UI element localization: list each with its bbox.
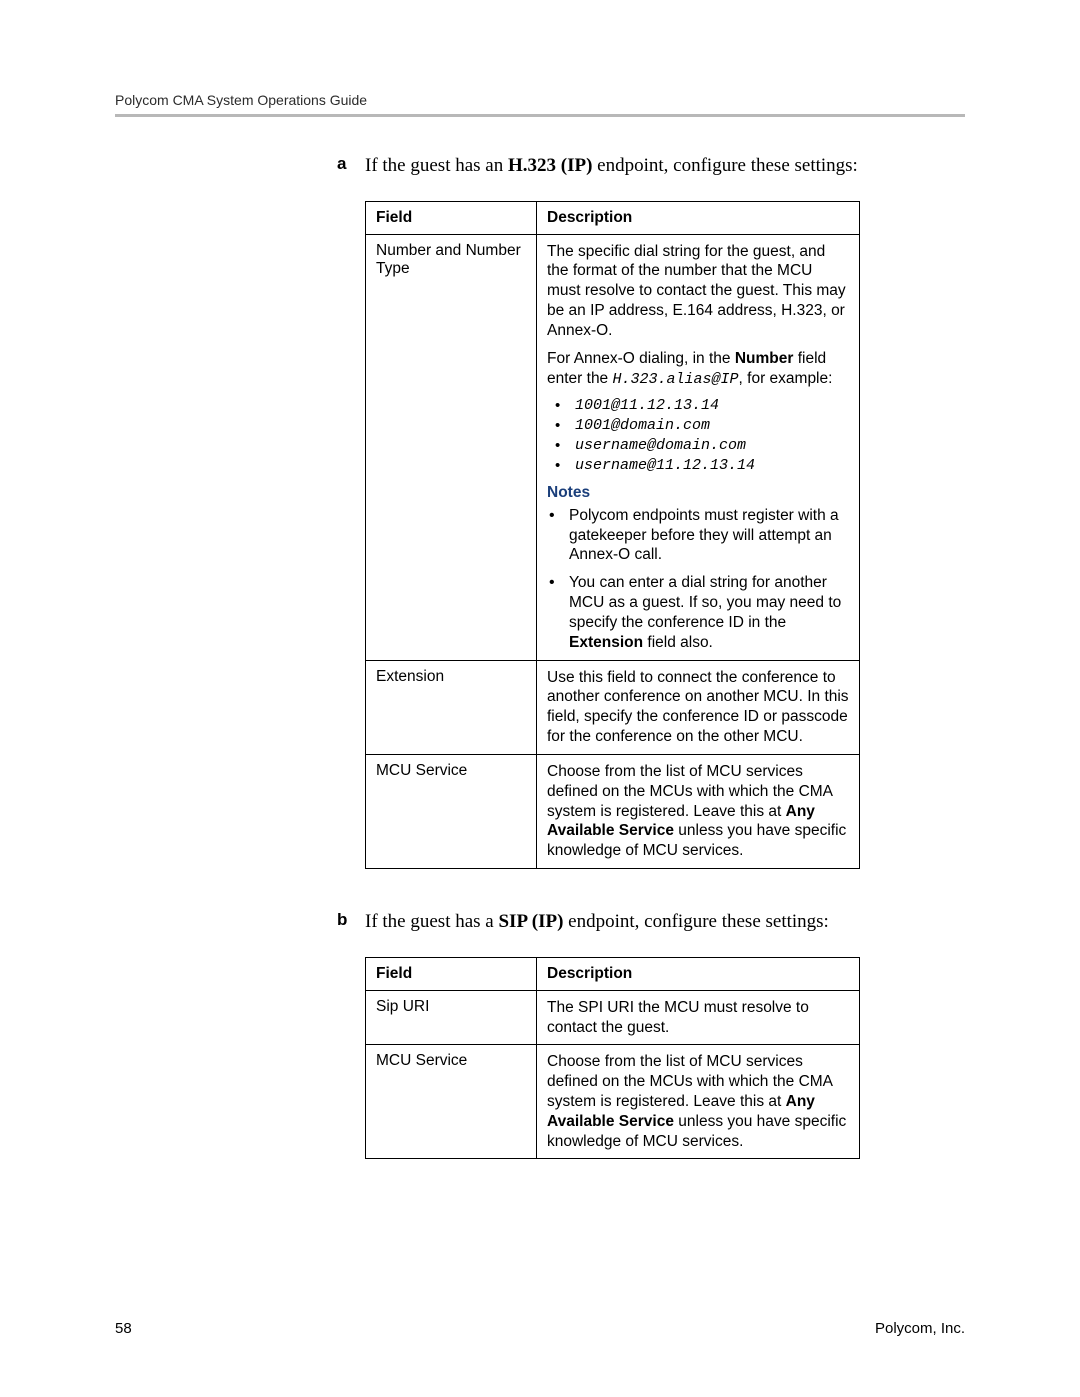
field-cell: Extension [366,660,537,754]
note-pre: You can enter a dial string for another … [569,574,841,631]
table-sip: Field Description Sip URI The SPI URI th… [365,957,860,1160]
col-description: Description [537,957,860,990]
field-cell: Number and Number Type [366,234,537,660]
step-text-suffix: endpoint, configure these settings: [592,155,857,176]
example-item: username@domain.com [547,437,849,454]
note-bold: Extension [569,634,643,651]
page-number: 58 [115,1320,132,1337]
company-name: Polycom, Inc. [875,1320,965,1337]
table-row: MCU Service Choose from the list of MCU … [366,1045,860,1159]
table-row: Number and Number Type The specific dial… [366,234,860,660]
p2-pre: For Annex-O dialing, in the [547,350,735,367]
desc-p1: The SPI URI the MCU must resolve to cont… [547,998,849,1038]
col-description: Description [537,201,860,234]
notes-heading: Notes [547,484,849,502]
footer: 58 Polycom, Inc. [115,1320,965,1337]
example-item: username@11.12.13.14 [547,457,849,474]
table-header-row: Field Description [366,957,860,990]
step-a: a If the guest has an H.323 (IP) endpoin… [337,153,965,179]
desc-cell: The specific dial string for the guest, … [537,234,860,660]
step-text-prefix: If the guest has an [365,155,508,176]
field-cell: Sip URI [366,990,537,1045]
example-item: 1001@domain.com [547,417,849,434]
notes-item: Polycom endpoints must register with a g… [547,506,849,565]
notes-item: You can enter a dial string for another … [547,573,849,652]
notes-list: Polycom endpoints must register with a g… [547,506,849,653]
step-letter: a [337,153,365,179]
header-rule [115,114,965,117]
step-letter: b [337,909,365,935]
step-b: b If the guest has a SIP (IP) endpoint, … [337,909,965,935]
table-header-row: Field Description [366,201,860,234]
col-field: Field [366,957,537,990]
desc-cell: The SPI URI the MCU must resolve to cont… [537,990,860,1045]
note-post: field also. [643,634,713,651]
col-field: Field [366,201,537,234]
step-text-suffix: endpoint, configure these settings: [563,911,828,932]
p2-mono: H.323.alias@IP [613,371,739,388]
table-row: Sip URI The SPI URI the MCU must resolve… [366,990,860,1045]
field-cell: MCU Service [366,1045,537,1159]
table-row: MCU Service Choose from the list of MCU … [366,754,860,868]
running-header: Polycom CMA System Operations Guide [115,92,965,108]
desc-cell: Choose from the list of MCU services def… [537,1045,860,1159]
desc-cell: Choose from the list of MCU services def… [537,754,860,868]
step-text: If the guest has a SIP (IP) endpoint, co… [365,909,965,935]
step-text-prefix: If the guest has a [365,911,498,932]
table-row: Extension Use this field to connect the … [366,660,860,754]
step-text: If the guest has an H.323 (IP) endpoint,… [365,153,965,179]
content-area: a If the guest has an H.323 (IP) endpoin… [115,153,965,1159]
field-cell: MCU Service [366,754,537,868]
step-text-bold: SIP (IP) [498,911,563,932]
desc-p1: Use this field to connect the conference… [547,668,849,747]
desc-p1: The specific dial string for the guest, … [547,242,849,341]
p2-bold: Number [735,350,794,367]
desc-p1: Choose from the list of MCU services def… [547,762,849,861]
desc-p2: For Annex-O dialing, in the Number field… [547,349,849,389]
step-text-bold: H.323 (IP) [508,155,592,176]
example-list: 1001@11.12.13.14 1001@domain.com usernam… [547,397,849,474]
desc-p1: Choose from the list of MCU services def… [547,1052,849,1151]
table-h323: Field Description Number and Number Type… [365,201,860,869]
example-item: 1001@11.12.13.14 [547,397,849,414]
desc-cell: Use this field to connect the conference… [537,660,860,754]
page: Polycom CMA System Operations Guide a If… [0,0,1080,1397]
p2-post: , for example: [739,370,833,387]
